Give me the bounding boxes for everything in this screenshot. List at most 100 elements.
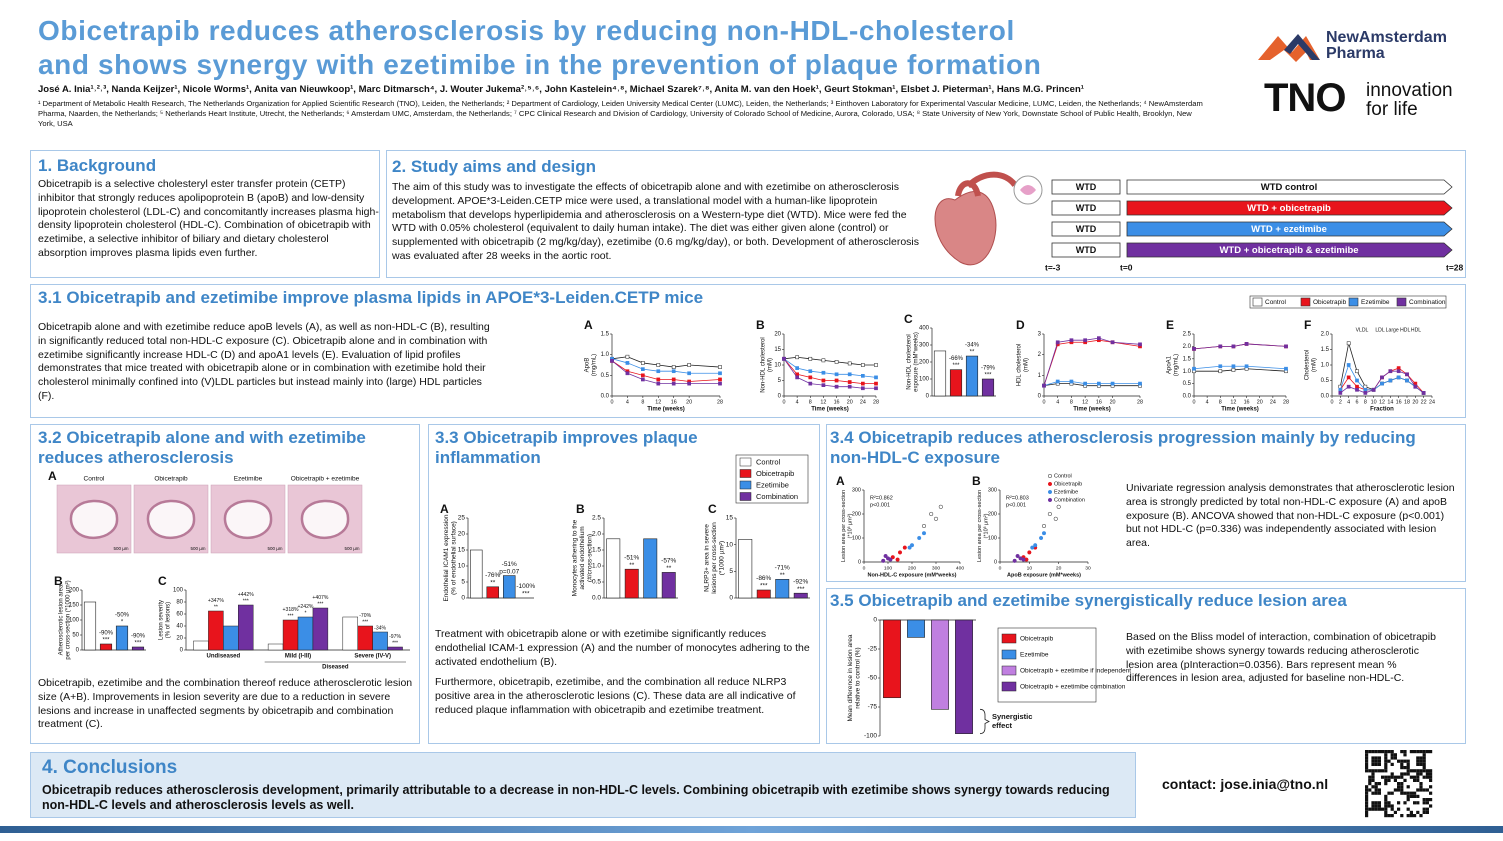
- qr-cell: [1416, 788, 1420, 792]
- qr-cell: [1374, 750, 1378, 754]
- section-title: 3.4 Obicetrapib reduces atherosclerosis …: [830, 428, 1416, 467]
- section-title: 3.5 Obicetrapib and ezetimibe synergisti…: [830, 591, 1347, 610]
- poster-title: Obicetrapib reduces atherosclerosis by r…: [38, 14, 1041, 82]
- qr-cell: [1368, 750, 1372, 754]
- qr-cell: [1422, 798, 1426, 802]
- qr-cell: [1425, 798, 1429, 802]
- qr-cell: [1374, 791, 1378, 795]
- qr-cell: [1381, 775, 1385, 779]
- qr-cell: [1365, 798, 1369, 802]
- qr-cell: [1419, 772, 1423, 776]
- qr-cell: [1368, 788, 1372, 792]
- qr-cell: [1419, 814, 1423, 818]
- qr-cell: [1416, 810, 1420, 814]
- qr-cell: [1377, 807, 1381, 811]
- qr-cell: [1384, 759, 1388, 763]
- qr-cell: [1371, 807, 1375, 811]
- section-text: Treatment with obicetrapib alone or with…: [435, 628, 810, 668]
- qr-cell: [1425, 775, 1429, 779]
- qr-cell: [1390, 775, 1394, 779]
- qr-cell: [1419, 782, 1423, 786]
- qr-cell: [1422, 801, 1426, 805]
- qr-cell: [1403, 772, 1407, 776]
- qr-cell: [1403, 759, 1407, 763]
- qr-cell: [1406, 769, 1410, 773]
- qr-cell: [1406, 772, 1410, 776]
- section-box: [30, 752, 1136, 818]
- qr-cell: [1377, 762, 1381, 766]
- qr-cell: [1381, 769, 1385, 773]
- qr-cell: [1422, 775, 1426, 779]
- section-box: [30, 424, 420, 744]
- qr-cell: [1365, 750, 1369, 754]
- section-title: 3.3 Obicetrapib improves plaque inflamma…: [435, 428, 698, 467]
- logo-mark: [1284, 34, 1320, 60]
- qr-cell: [1371, 750, 1375, 754]
- qr-cell: [1397, 782, 1401, 786]
- qr-cell: [1425, 807, 1429, 811]
- qr-cell: [1377, 756, 1381, 760]
- footer-bar: [0, 826, 1503, 833]
- qr-cell: [1403, 801, 1407, 805]
- qr-cell: [1425, 788, 1429, 792]
- qr-cell: [1400, 766, 1404, 770]
- qr-cell: [1384, 810, 1388, 814]
- qr-cell: [1397, 788, 1401, 792]
- section-text: Obicetrapib alone and with ezetimibe red…: [38, 321, 490, 402]
- qr-cell: [1384, 756, 1388, 760]
- qr-cell: [1393, 788, 1397, 792]
- qr-cell: [1413, 778, 1417, 782]
- qr-cell: [1400, 775, 1404, 779]
- qr-cell: [1419, 788, 1423, 792]
- qr-cell: [1416, 772, 1420, 776]
- contact: contact: jose.inia@tno.nl: [1162, 776, 1329, 792]
- qr-cell: [1400, 772, 1404, 776]
- qr-cell: [1365, 807, 1369, 811]
- qr-cell: [1422, 759, 1426, 763]
- qr-cell: [1387, 750, 1391, 754]
- qr-cell: [1371, 772, 1375, 776]
- qr-cell: [1371, 791, 1375, 795]
- qr-cell: [1365, 801, 1369, 805]
- qr-cell: [1365, 788, 1369, 792]
- qr-cell: [1406, 794, 1410, 798]
- qr-cell: [1381, 750, 1385, 754]
- qr-cell: [1425, 772, 1429, 776]
- qr-cell: [1390, 772, 1394, 776]
- qr-cell: [1377, 750, 1381, 754]
- qr-cell: [1384, 762, 1388, 766]
- qr-cell: [1429, 791, 1433, 795]
- qr-cell: [1384, 750, 1388, 754]
- section-box: [30, 150, 380, 278]
- qr-cell: [1400, 785, 1404, 789]
- qr-cell: [1384, 794, 1388, 798]
- qr-cell: [1406, 798, 1410, 802]
- qr-cell: [1390, 807, 1394, 811]
- qr-cell: [1400, 814, 1404, 818]
- qr-cell: [1390, 804, 1394, 808]
- logo-text: NewAmsterdam: [1326, 29, 1447, 46]
- section-text: Furthermore, obicetrapib, ezetimibe, and…: [435, 676, 796, 716]
- qr-cell: [1384, 807, 1388, 811]
- qr-cell: [1429, 750, 1433, 754]
- qr-cell: [1371, 804, 1375, 808]
- qr-cell: [1365, 756, 1369, 760]
- qr-cell: [1413, 775, 1417, 779]
- tagline: innovation for life: [1366, 81, 1453, 119]
- qr-cell: [1413, 791, 1417, 795]
- qr-cell: [1416, 801, 1420, 805]
- qr-cell: [1374, 785, 1378, 789]
- qr-cell: [1393, 753, 1397, 757]
- qr-cell: [1397, 775, 1401, 779]
- qr-cell: [1422, 788, 1426, 792]
- qr-cell: [1374, 782, 1378, 786]
- qr-cell: [1368, 807, 1372, 811]
- qr-cell: [1400, 788, 1404, 792]
- qr-cell: [1377, 788, 1381, 792]
- qr-cell: [1371, 756, 1375, 760]
- qr-cell: [1409, 775, 1413, 779]
- qr-cell: [1390, 791, 1394, 795]
- qr-cell: [1422, 762, 1426, 766]
- qr-cell: [1365, 766, 1369, 770]
- affiliations: ¹ Department of Metabolic Health Researc…: [38, 99, 1203, 129]
